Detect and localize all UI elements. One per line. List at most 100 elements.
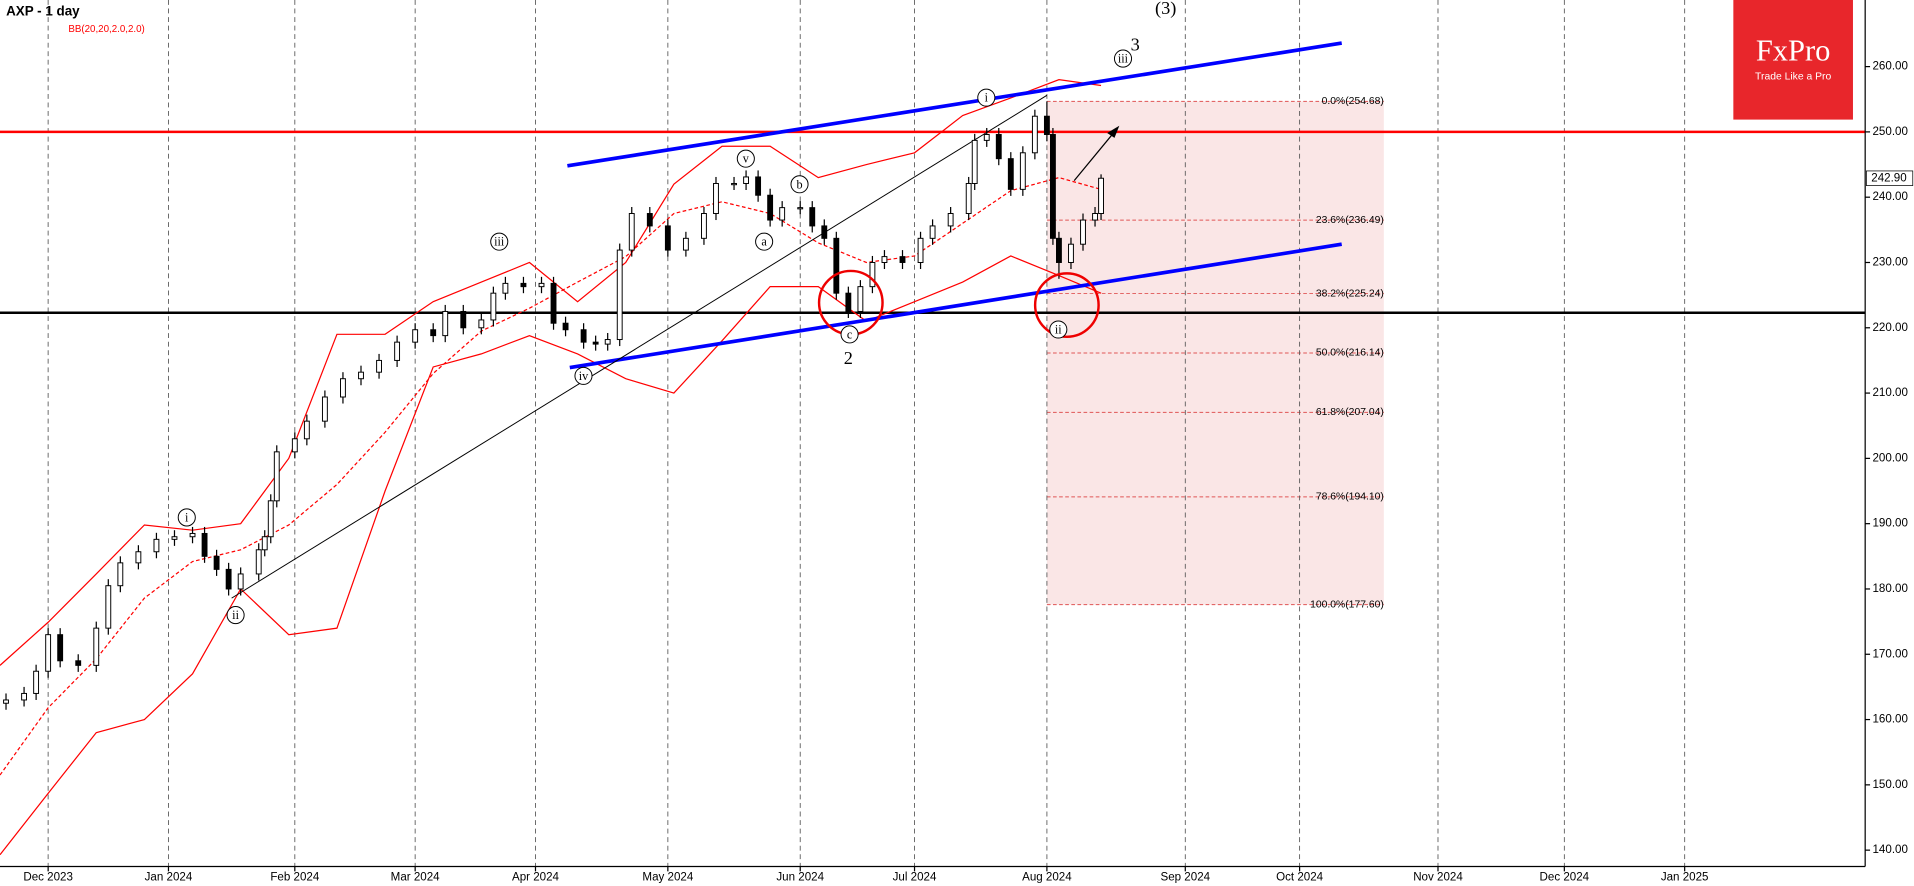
x-tick-label: May 2024 bbox=[642, 872, 693, 884]
wave-label: ii bbox=[232, 608, 239, 622]
x-tick-label: Jan 2025 bbox=[1661, 872, 1709, 884]
candle-body bbox=[550, 282, 557, 324]
wave-label: i bbox=[185, 510, 189, 524]
wave-circle bbox=[840, 325, 859, 344]
wave-label: ii bbox=[1055, 323, 1062, 337]
plot-layer bbox=[0, 41, 1866, 856]
y-tick-label: 190.00 bbox=[1872, 518, 1907, 530]
candle-body bbox=[261, 536, 268, 551]
candle-body bbox=[929, 225, 936, 239]
wave-label: i bbox=[985, 91, 989, 105]
y-tick-label: 140.00 bbox=[1872, 844, 1907, 856]
logo-slogan: Trade Like a Pro bbox=[1755, 72, 1831, 83]
candle-body bbox=[490, 292, 497, 321]
wave-label: c bbox=[847, 327, 853, 341]
candle-body bbox=[117, 562, 124, 587]
wave-label: iii bbox=[494, 235, 505, 249]
candle-body bbox=[797, 207, 804, 210]
candle-body bbox=[520, 282, 527, 288]
fib-label: 61.8%(207.04) bbox=[1316, 407, 1384, 418]
x-tick-label: Jul 2024 bbox=[893, 872, 937, 884]
candle-body bbox=[1056, 237, 1062, 263]
logo-box bbox=[1733, 0, 1853, 120]
wave-circle bbox=[1049, 320, 1068, 339]
candle-body bbox=[358, 371, 364, 380]
candle-body bbox=[153, 538, 160, 553]
wave-circle bbox=[736, 149, 755, 168]
candle-body bbox=[502, 282, 509, 294]
candle-body bbox=[1068, 243, 1074, 263]
candle-body bbox=[743, 176, 749, 184]
candle-body bbox=[592, 341, 599, 345]
candle-body bbox=[881, 256, 888, 263]
fib-label: 100.0%(177.60) bbox=[1310, 599, 1384, 610]
candle-body bbox=[201, 532, 208, 557]
y-tick-label: 150.00 bbox=[1872, 779, 1907, 791]
candle-body bbox=[1080, 219, 1086, 245]
wave-label: 2 bbox=[844, 348, 853, 368]
candle-body bbox=[33, 670, 40, 694]
trend-line bbox=[231, 94, 1048, 599]
candle-body bbox=[1031, 115, 1038, 154]
x-tick-label: Mar 2024 bbox=[391, 872, 440, 884]
candle-body bbox=[1049, 134, 1056, 239]
candle-body bbox=[1092, 213, 1098, 221]
candle-body bbox=[340, 378, 346, 398]
candle-body bbox=[580, 329, 587, 343]
candle-body bbox=[45, 634, 52, 672]
fib-label: 23.6%(236.49) bbox=[1316, 215, 1384, 226]
arrow-head bbox=[1107, 125, 1120, 138]
candle-body bbox=[779, 207, 786, 221]
candle-body bbox=[430, 329, 437, 337]
fib-label: 38.2%(225.24) bbox=[1316, 288, 1384, 299]
logo-name: FxPro bbox=[1756, 34, 1831, 68]
y-tick-label: 260.00 bbox=[1872, 61, 1907, 73]
candle-body bbox=[478, 319, 485, 329]
x-tick-label: Nov 2024 bbox=[1413, 872, 1463, 884]
candle-body bbox=[628, 213, 635, 251]
candle-body bbox=[442, 310, 449, 337]
wave-circle bbox=[977, 88, 996, 107]
candle-body bbox=[93, 627, 100, 666]
x-tick-label: Jun 2024 bbox=[776, 872, 824, 884]
candle-body bbox=[664, 225, 671, 251]
candle-body bbox=[917, 237, 924, 263]
fib-label: 0.0%(254.68) bbox=[1322, 96, 1384, 107]
candle-body bbox=[189, 532, 196, 538]
candle-body bbox=[947, 213, 954, 227]
candle-body bbox=[267, 500, 274, 538]
y-tick-label: 230.00 bbox=[1872, 257, 1907, 269]
candle-body bbox=[3, 699, 9, 704]
candle-body bbox=[821, 225, 828, 239]
chart-title: AXP - 1 day bbox=[6, 4, 80, 19]
wave-label: iii bbox=[1118, 52, 1129, 66]
wave-circle bbox=[755, 232, 774, 251]
candle-body bbox=[767, 194, 774, 221]
candle-body bbox=[213, 555, 220, 570]
x-tick-label: Feb 2024 bbox=[270, 872, 319, 884]
x-tick-label: Jan 2024 bbox=[145, 872, 193, 884]
candle-body bbox=[604, 339, 611, 345]
fib-label: 50.0%(216.14) bbox=[1316, 348, 1384, 359]
candle-body bbox=[303, 420, 310, 440]
candle-body bbox=[105, 585, 112, 629]
candle-body bbox=[291, 438, 298, 453]
x-tick-label: Apr 2024 bbox=[512, 872, 560, 884]
candle-body bbox=[237, 573, 244, 590]
candle-body bbox=[983, 134, 990, 141]
candle-body bbox=[731, 182, 737, 186]
x-tick-label: Sep 2024 bbox=[1160, 872, 1210, 884]
x-tick-label: Dec 2023 bbox=[23, 872, 73, 884]
y-tick-label: 220.00 bbox=[1872, 322, 1907, 334]
candle-body bbox=[755, 176, 762, 196]
indicator-label: BB(20,20,2.0,2.0) bbox=[68, 24, 144, 35]
wave-label: b bbox=[796, 177, 802, 191]
wave-circle bbox=[1113, 49, 1133, 68]
candle-body bbox=[273, 451, 280, 502]
x-tick-label: Dec 2024 bbox=[1540, 872, 1590, 884]
candle-body bbox=[845, 292, 852, 312]
projection-arrow bbox=[1073, 131, 1115, 182]
trend-line bbox=[567, 41, 1343, 168]
